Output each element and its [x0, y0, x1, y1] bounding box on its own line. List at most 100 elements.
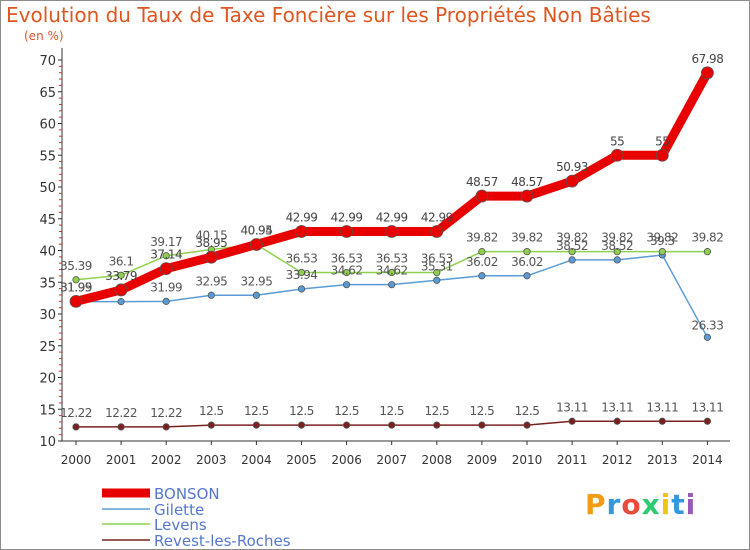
data-point	[388, 421, 396, 429]
data-point	[701, 66, 714, 80]
data-label: 31.95	[60, 281, 92, 295]
data-label: 33.94	[286, 268, 318, 282]
data-point	[433, 276, 441, 284]
data-point	[520, 189, 534, 203]
data-label: 38.52	[556, 239, 588, 253]
data-label: 36.1	[109, 254, 134, 268]
data-label: 39.82	[511, 231, 543, 245]
data-label: 12.5	[424, 404, 449, 418]
data-label: 13.11	[601, 400, 633, 414]
data-label: 48.57	[466, 175, 498, 189]
data-label: 39.3	[650, 234, 675, 248]
x-tick-label: 2000	[61, 453, 92, 467]
data-label: 12.5	[379, 404, 404, 418]
data-label: 37.14	[150, 248, 182, 262]
data-label: 34.62	[331, 264, 363, 278]
data-point	[613, 256, 621, 264]
logo-letter: o	[621, 488, 642, 521]
data-label: 36.53	[331, 252, 363, 266]
data-point	[117, 298, 125, 306]
logo-letter: i	[660, 488, 672, 521]
y-tick-label: 50	[39, 181, 56, 196]
data-point	[478, 272, 486, 280]
data-point	[655, 148, 669, 162]
y-tick-label: 65	[39, 86, 56, 101]
data-point	[69, 294, 83, 308]
data-label: 42.99	[421, 211, 453, 225]
x-tick-label: 2010	[512, 453, 543, 467]
data-point	[385, 225, 399, 238]
data-point	[568, 256, 576, 264]
logo-letter: t	[671, 488, 686, 521]
data-point	[342, 268, 351, 277]
y-tick-label: 15	[39, 403, 56, 418]
data-point	[340, 225, 354, 238]
y-tick-label: 40	[39, 245, 56, 260]
data-label: 31.99	[150, 280, 182, 294]
data-point	[207, 291, 215, 299]
data-point	[523, 421, 531, 429]
chart-title: Evolution du Taux de Taxe Foncière sur l…	[6, 3, 651, 27]
data-label: 67.98	[691, 52, 723, 66]
data-label: 36.02	[511, 255, 543, 269]
data-label: 12.5	[199, 404, 224, 418]
data-point	[207, 421, 215, 429]
data-label: 13.11	[691, 400, 723, 414]
y-tick-label: 35	[39, 276, 56, 291]
data-point	[433, 421, 441, 429]
x-tick-label: 2007	[376, 453, 407, 467]
x-tick-label: 2009	[467, 453, 498, 467]
data-point	[613, 417, 621, 425]
data-label: 39.82	[646, 231, 678, 245]
data-label: 33.79	[105, 269, 137, 283]
data-point	[72, 423, 80, 431]
data-label: 39.82	[556, 231, 588, 245]
data-point	[204, 250, 218, 264]
proxiti-logo: Proxiti	[585, 488, 696, 521]
y-tick-label: 55	[39, 149, 56, 164]
x-tick-label: 2014	[692, 453, 723, 467]
data-label: 36.02	[466, 255, 498, 269]
data-point	[252, 291, 260, 299]
data-point	[117, 271, 125, 279]
data-label: 32.95	[195, 274, 227, 288]
legend-label: Revest-les-Roches	[154, 532, 291, 550]
data-point	[114, 283, 128, 297]
data-point	[430, 225, 444, 238]
y-tick-label: 10	[39, 435, 56, 450]
data-label: 12.5	[515, 404, 540, 418]
logo-letter: x	[641, 488, 661, 521]
data-label: 12.5	[289, 404, 314, 418]
x-tick-label: 2012	[602, 453, 633, 467]
data-label: 26.33	[691, 318, 723, 332]
data-point	[523, 272, 531, 280]
y-tick-label: 25	[39, 340, 56, 355]
x-tick-label: 2008	[422, 453, 453, 467]
data-label: 39.82	[601, 231, 633, 245]
y-tick-label: 20	[39, 372, 56, 387]
data-label: 34.62	[376, 264, 408, 278]
data-label: 35.31	[421, 259, 453, 273]
x-tick-label: 2004	[241, 453, 272, 467]
legend-label: Levens	[154, 516, 207, 534]
data-label: 38.52	[601, 239, 633, 253]
data-label: 38.95	[195, 236, 227, 250]
x-tick-label: 2013	[647, 453, 678, 467]
data-point	[162, 423, 170, 431]
data-point	[478, 248, 486, 256]
data-label: 55	[655, 134, 669, 148]
data-point	[703, 333, 712, 341]
data-point	[342, 281, 351, 289]
data-label: 42.99	[331, 211, 363, 225]
x-tick-label: 2011	[557, 453, 588, 467]
data-label: 55	[610, 134, 624, 148]
data-point	[475, 189, 489, 203]
legend-label: BONSON	[154, 485, 220, 503]
data-label: 31.99	[60, 280, 92, 294]
data-point	[117, 423, 125, 431]
data-label: 42.99	[286, 211, 318, 225]
data-point	[613, 248, 621, 256]
data-point	[610, 148, 624, 162]
data-point	[162, 297, 170, 305]
